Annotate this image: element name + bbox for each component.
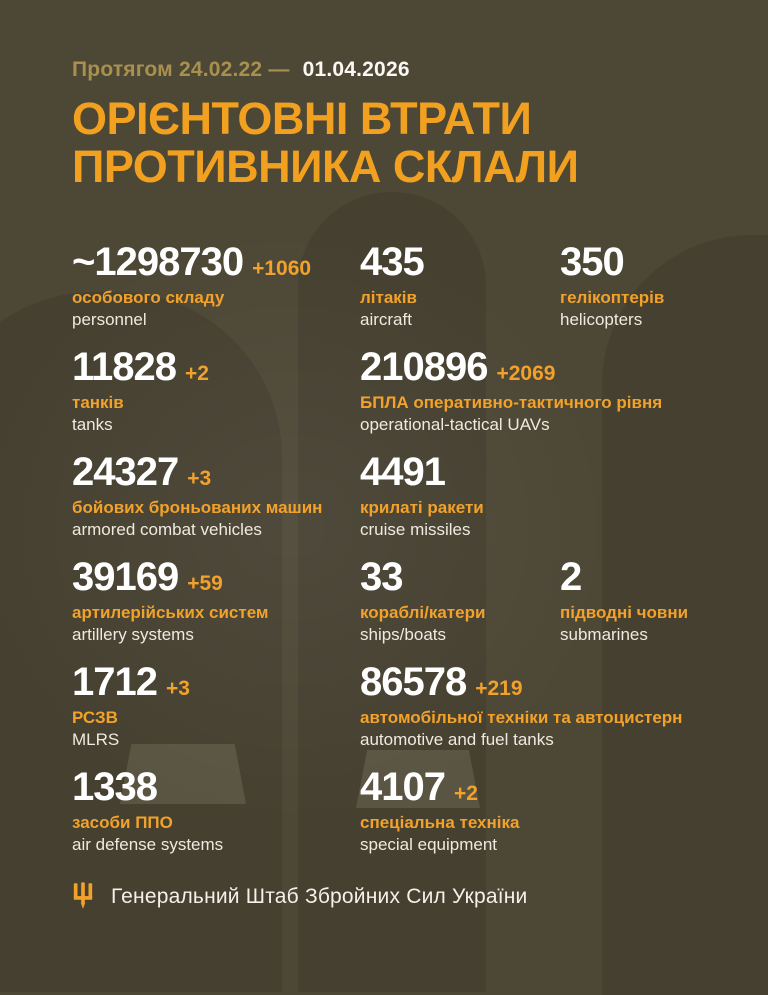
stat-personnel: ~1298730 +1060 особового складу personnel xyxy=(72,240,360,345)
stat-value: 1338 xyxy=(72,765,158,809)
stat-mlrs: 1712 +3 РСЗВ MLRS xyxy=(72,660,360,765)
title-line-2: ПРОТИВНИКА СКЛАЛИ xyxy=(72,141,579,192)
stat-label-en: operational-tactical UAVs xyxy=(360,415,550,434)
stat-label-uk: кораблі/катери xyxy=(360,603,486,622)
stat-value: 1712 xyxy=(72,660,158,704)
stat-delta: +219 xyxy=(475,677,523,700)
stat-label-uk: гелікоптерів xyxy=(560,288,665,307)
infographic: Протягом 24.02.22 — 01.04.2026 ОРІЄНТОВН… xyxy=(72,58,740,912)
stat-label-en: personnel xyxy=(72,310,147,329)
stat-submarines: 2 підводні човни submarines xyxy=(560,555,740,660)
stat-label-en: tanks xyxy=(72,415,113,434)
stat-air-defense: 1338 засоби ППО air defense systems xyxy=(72,765,360,870)
stat-label-en: special equipment xyxy=(360,835,498,854)
stat-value: 4491 xyxy=(360,450,446,494)
stat-helicopters: 350 гелікоптерів helicopters xyxy=(560,240,740,345)
stat-delta: +59 xyxy=(187,572,223,595)
stat-value: 435 xyxy=(360,240,425,284)
stat-value: 39169 xyxy=(72,555,179,599)
stat-label-uk: артилерійських систем xyxy=(72,603,269,622)
stat-delta: +3 xyxy=(165,677,190,700)
stat-value: 11828 xyxy=(72,345,177,389)
stat-label-en: MLRS xyxy=(72,730,120,749)
watermark-trident-notch-center xyxy=(356,750,480,808)
stat-value: 350 xyxy=(560,240,625,284)
stat-armored-vehicles: 24327 +3 бойових броньованих машин armore… xyxy=(72,450,360,555)
stat-delta: +2 xyxy=(185,362,209,385)
stat-label-en: air defense systems xyxy=(72,835,224,854)
organization-name: Генеральний Штаб Збройних Сил України xyxy=(111,885,528,908)
stat-value: 210896 xyxy=(360,345,488,389)
stat-label-en: automotive and fuel tanks xyxy=(360,730,554,749)
period-prefix: Протягом 24.02.22 — xyxy=(72,58,290,81)
stat-label-uk: літаків xyxy=(360,288,417,307)
stat-label-uk: крилаті ракети xyxy=(360,498,484,517)
stat-label-uk: підводні човни xyxy=(560,603,689,622)
watermark-trident-notch-left xyxy=(120,744,246,804)
stat-label-uk: засоби ППО xyxy=(72,813,173,832)
stat-value: 86578 xyxy=(360,660,467,704)
stat-label-uk: бойових броньованих машин xyxy=(72,498,323,517)
stat-label-en: armored combat vehicles xyxy=(72,520,262,539)
losses-grid: ~1298730 +1060 особового складу personnel… xyxy=(72,240,740,870)
watermark-trident-center-prong xyxy=(298,192,486,992)
period-date: 01.04.2026 xyxy=(302,58,410,81)
stat-value: 33 xyxy=(360,555,403,599)
stat-label-uk: автомобільної техніки та автоцистерн xyxy=(360,708,683,727)
trident-icon xyxy=(72,882,94,912)
stat-label-en: submarines xyxy=(560,625,648,644)
watermark-trident-left-prong xyxy=(0,292,282,992)
stat-label-en: ships/boats xyxy=(360,625,446,644)
stat-label-uk: спеціальна техніка xyxy=(360,813,520,832)
stat-artillery: 39169 +59 артилерійських систем artillery… xyxy=(72,555,360,660)
stat-label-uk: особового складу xyxy=(72,288,225,307)
stat-value: ~1298730 xyxy=(72,240,244,284)
stat-value: 2 xyxy=(560,555,582,599)
stat-vehicles-fuel-tanks: 86578 +219 автомобільної техніки та автоц… xyxy=(360,660,740,765)
stat-label-en: helicopters xyxy=(560,310,643,329)
stat-value: 4107 xyxy=(360,765,446,809)
stat-label-uk: БПЛА оперативно-тактичного рівня xyxy=(360,393,663,412)
watermark-trident-right-prong xyxy=(602,235,768,995)
stat-label-uk: РСЗВ xyxy=(72,708,118,727)
stat-delta: +3 xyxy=(187,467,212,490)
footer: Генеральний Штаб Збройних Сил України xyxy=(72,882,528,912)
stat-special-equipment: 4107 +2 спеціальна техніка special equipm… xyxy=(360,765,740,870)
stat-uavs: 210896 +2069 БПЛА оперативно-тактичного р… xyxy=(360,345,740,450)
stat-label-en: artillery systems xyxy=(72,625,194,644)
stat-delta: +1060 xyxy=(252,257,312,280)
stat-tanks: 11828 +2 танків tanks xyxy=(72,345,360,450)
stat-value: 24327 xyxy=(72,450,179,494)
stat-cruise-missiles: 4491 крилаті ракети cruise missiles xyxy=(360,450,740,555)
stat-delta: +2069 xyxy=(496,362,556,385)
title-line-1: ОРІЄНТОВНІ ВТРАТИ xyxy=(72,93,532,144)
stat-aircraft: 435 літаків aircraft xyxy=(360,240,560,345)
reporting-period: Протягом 24.02.22 — 01.04.2026 xyxy=(72,58,410,82)
stat-label-en: aircraft xyxy=(360,310,412,329)
page-title: ОРІЄНТОВНІ ВТРАТИ ПРОТИВНИКА СКЛАЛИ xyxy=(72,93,579,192)
stat-ships: 33 кораблі/катери ships/boats xyxy=(360,555,560,660)
stat-label-en: cruise missiles xyxy=(360,520,471,539)
stat-label-uk: танків xyxy=(72,393,124,412)
stat-delta: +2 xyxy=(453,782,478,805)
